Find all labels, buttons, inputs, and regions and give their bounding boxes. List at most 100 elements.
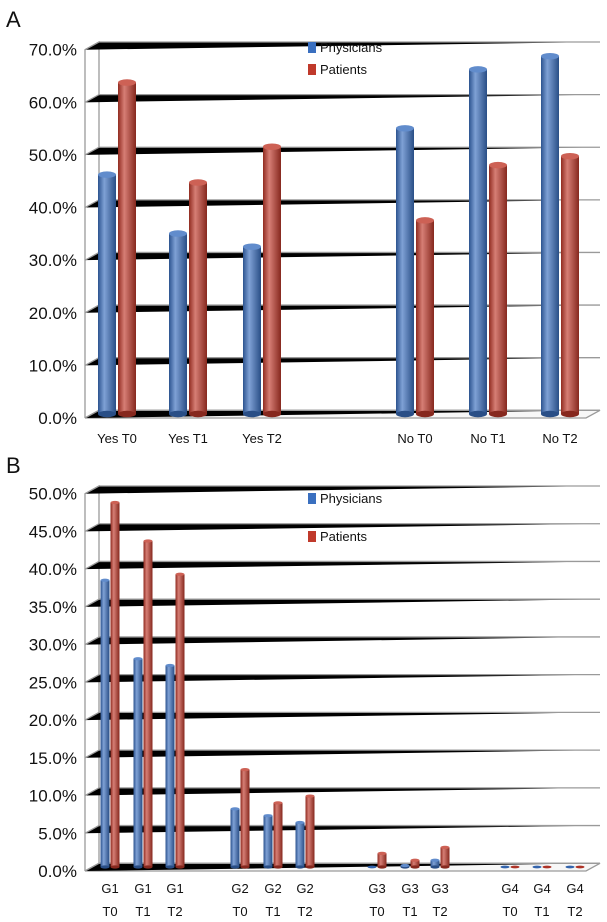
bar-patients-g3-t0 xyxy=(377,851,387,869)
bar-body xyxy=(541,56,559,414)
bar-patients-g4-t2 xyxy=(575,865,585,869)
x-tick-label: Yes T1 xyxy=(168,431,208,446)
x-tick-label: G1 xyxy=(101,881,118,896)
bar-physicians-yes-t0 xyxy=(98,171,116,418)
bar-cap xyxy=(110,500,120,505)
legend-b-physicians-label: Physicians xyxy=(320,491,383,506)
x-tick-label: G3 xyxy=(368,881,385,896)
bar-physicians-g4-t0 xyxy=(500,865,510,869)
bar-cap xyxy=(100,578,110,582)
bar-body xyxy=(305,796,315,867)
y-tick-label: 60.0% xyxy=(29,93,77,112)
bar-body xyxy=(230,808,240,867)
x-tick-label: T2 xyxy=(567,904,582,919)
bar-body xyxy=(110,502,120,867)
chart-a-bars xyxy=(98,52,579,418)
y-tick-label: 20.0% xyxy=(29,711,77,730)
bar-body xyxy=(165,665,175,867)
bar-cap xyxy=(367,865,377,869)
bar-cap xyxy=(565,865,575,869)
bar-cap xyxy=(98,171,116,178)
bar-physicians-g4-t1 xyxy=(532,865,542,869)
bar-base xyxy=(440,865,450,869)
bar-cap xyxy=(295,820,305,825)
y-tick-label: 45.0% xyxy=(29,522,77,541)
bar-base xyxy=(100,865,110,869)
bar-body xyxy=(396,128,414,414)
y-tick-label: 50.0% xyxy=(29,485,77,504)
bar-cap xyxy=(175,572,185,576)
x-tick-label: T1 xyxy=(265,904,280,919)
bar-cap xyxy=(510,865,520,869)
bar-cap xyxy=(489,161,507,169)
bar-physicians-g2-t2 xyxy=(295,820,305,869)
bar-patients-yes-t0 xyxy=(118,79,136,418)
gridline xyxy=(84,41,600,51)
bar-cap xyxy=(133,657,143,661)
bar-cap xyxy=(500,865,510,869)
y-tick-label: 25.0% xyxy=(29,673,77,692)
chart-a-y-tick-labels: 0.0% 10.0% 20.0% 30.0% 40.0% 50.0% 60.0% 70.0% xyxy=(29,41,77,428)
bar-base xyxy=(240,865,250,869)
bar-base xyxy=(561,410,579,418)
bar-body xyxy=(133,658,143,867)
bar-patients-no-t2 xyxy=(561,152,579,418)
bar-physicians-no-t0 xyxy=(396,125,414,418)
bar-patients-g1-t1 xyxy=(143,539,153,869)
bar-body xyxy=(440,847,450,867)
gridline xyxy=(84,598,600,608)
x-tick-label: T2 xyxy=(167,904,182,919)
gridline xyxy=(84,560,600,570)
bar-physicians-g3-t1 xyxy=(400,863,410,869)
bar-body xyxy=(295,822,305,867)
bar-cap xyxy=(143,539,153,543)
bar-base xyxy=(133,865,143,869)
bar-base xyxy=(165,865,175,869)
gridline xyxy=(84,146,600,156)
chart-a-gridlines xyxy=(84,41,600,419)
x-tick-label: G4 xyxy=(566,881,583,896)
bar-cap xyxy=(541,52,559,60)
bar-physicians-g2-t0 xyxy=(230,807,240,869)
bar-cap xyxy=(469,66,487,73)
bar-cap xyxy=(400,863,410,868)
x-tick-label: Yes T2 xyxy=(242,431,282,446)
bar-body xyxy=(243,246,261,414)
y-tick-label: 10.0% xyxy=(29,787,77,806)
bar-physicians-g1-t0 xyxy=(100,578,110,869)
gridline xyxy=(84,787,600,797)
x-tick-label: G4 xyxy=(533,881,550,896)
bar-body xyxy=(175,574,185,867)
legend-b-patients-label: Patients xyxy=(320,529,367,544)
y-tick-label: 30.0% xyxy=(29,251,77,270)
bar-cap xyxy=(189,179,207,186)
y-tick-label: 30.0% xyxy=(29,636,77,655)
bar-physicians-g4-t2 xyxy=(565,865,575,869)
bar-body xyxy=(118,82,136,414)
bar-body xyxy=(430,860,440,867)
bar-base xyxy=(410,865,420,869)
bar-patients-g2-t0 xyxy=(240,768,250,869)
y-tick-label: 70.0% xyxy=(29,41,77,60)
y-tick-label: 40.0% xyxy=(29,560,77,579)
gridline xyxy=(84,749,600,759)
bar-cap xyxy=(396,125,414,132)
x-tick-label: G3 xyxy=(401,881,418,896)
x-tick-label: G1 xyxy=(166,881,183,896)
bar-base xyxy=(230,865,240,869)
chart-b-x-tick-labels: G1 T0 G1 T1 G1 T2 G2 T0 G2 T1 G2 T2 G3 T0 G3 T1 G3 T2 G4 T0… xyxy=(101,881,583,919)
bar-cap xyxy=(416,217,434,224)
panel-label-b: B xyxy=(6,453,21,478)
bar-base xyxy=(175,865,185,869)
y-tick-label: 0.0% xyxy=(38,409,77,428)
bar-body xyxy=(469,69,487,414)
bar-patients-g2-t2 xyxy=(305,794,315,869)
x-tick-label: T0 xyxy=(502,904,517,919)
chart-b-bars xyxy=(100,500,585,869)
x-tick-label: No T1 xyxy=(470,431,505,446)
gridline xyxy=(84,485,600,495)
bar-patients-g1-t2 xyxy=(175,572,185,869)
chart-a-x-tick-labels: Yes T0 Yes T1 Yes T2 No T0 No T1 No T2 xyxy=(97,431,577,446)
bar-physicians-g3-t0 xyxy=(367,865,377,869)
x-tick-label: Yes T0 xyxy=(97,431,137,446)
